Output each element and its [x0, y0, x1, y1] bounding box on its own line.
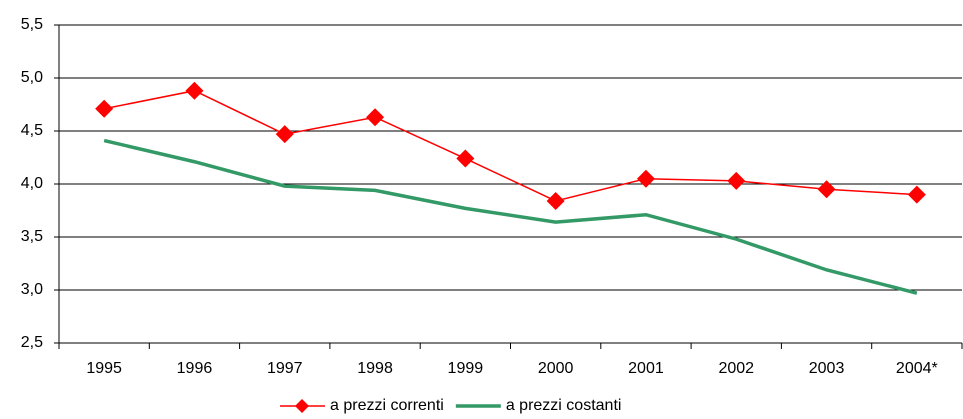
marker — [185, 81, 204, 100]
legend-label: a prezzi costanti — [506, 397, 622, 414]
marker — [817, 180, 836, 199]
x-tick-label: 2003 — [809, 360, 845, 377]
marker — [275, 125, 294, 144]
legend-marker — [295, 399, 309, 413]
x-tick-label: 2004* — [896, 360, 938, 377]
legend-label: a prezzi correnti — [330, 397, 444, 414]
marker — [366, 108, 385, 127]
x-tick-label: 1998 — [357, 360, 393, 377]
y-tick-label: 5,5 — [21, 16, 43, 33]
line — [103, 138, 918, 295]
y-tick-label: 3,0 — [21, 281, 43, 298]
x-tick-label: 2000 — [538, 360, 574, 377]
x-tick-label: 2002 — [718, 360, 754, 377]
x-tick-label: 1996 — [177, 360, 213, 377]
y-tick-label: 4,0 — [21, 175, 43, 192]
y-tick-label: 4,5 — [21, 122, 43, 139]
marker — [727, 171, 746, 190]
marker — [95, 99, 114, 118]
x-tick-label: 1997 — [267, 360, 303, 377]
marker — [456, 149, 475, 168]
y-tick-label: 3,5 — [21, 228, 43, 245]
line — [104, 89, 917, 202]
marker — [907, 185, 926, 204]
x-tick-label: 2001 — [628, 360, 664, 377]
y-tick-label: 5,0 — [21, 69, 43, 86]
x-tick-label: 1995 — [86, 360, 122, 377]
x-tick-label: 1999 — [448, 360, 484, 377]
marker — [546, 191, 565, 210]
y-tick-label: 2,5 — [21, 334, 43, 351]
marker — [636, 169, 655, 188]
